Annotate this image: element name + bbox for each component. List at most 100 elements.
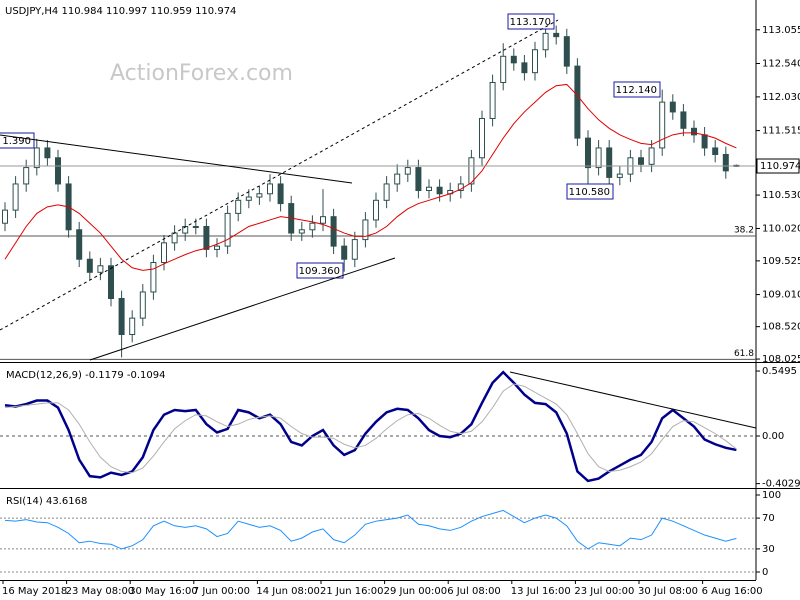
trendline: [89, 257, 396, 361]
x-tick-label: 14 Jun 08:00: [256, 586, 320, 597]
candle-body: [55, 157, 61, 185]
candle-body: [33, 147, 40, 169]
x-tick-label: 16 May 2018: [2, 586, 67, 597]
candle-body: [616, 173, 623, 178]
x-tick-label: 13 Jul 16:00: [511, 586, 571, 597]
trendlines: [0, 19, 757, 429]
y-tick-label: 100: [762, 490, 781, 501]
x-tick-label: 6 Jul 08:00: [447, 586, 501, 597]
candle-body: [203, 225, 210, 250]
indicator-line: [4, 509, 737, 550]
annotation-box: [0, 132, 35, 149]
channel-line: [0, 19, 559, 331]
candle-body: [97, 265, 104, 273]
y-tick-label: 111.515: [762, 126, 800, 137]
y-tick-label: 112.540: [762, 58, 800, 69]
candle-body: [351, 239, 358, 260]
candle-body: [500, 55, 507, 83]
last-price-label: 110.974: [760, 161, 800, 172]
candle-body: [691, 127, 697, 136]
candle-body: [12, 183, 19, 211]
candle-body: [648, 147, 655, 165]
candle-body: [224, 212, 231, 247]
x-tick-label: 30 Jul 08:00: [638, 586, 698, 597]
candle-body: [383, 183, 390, 201]
y-tick-label: -0.4029: [762, 479, 800, 490]
annotation-box: [613, 81, 661, 98]
candle-body: [76, 229, 83, 260]
candle-body: [214, 245, 220, 250]
candle-body: [118, 298, 125, 336]
candle-body: [362, 219, 369, 241]
macd-trendline: [509, 371, 757, 429]
y-tick-label: 110.020: [762, 223, 800, 234]
y-tick-label: 108.025: [762, 354, 800, 365]
candle-body: [415, 167, 422, 191]
candle-body: [510, 55, 517, 64]
candle-body: [426, 186, 432, 191]
x-tick-label: 30 May 16:00: [129, 586, 198, 597]
annotation-box: [507, 13, 555, 30]
candle-body: [404, 167, 411, 175]
candle-body: [701, 134, 708, 149]
fib-label: 38.2: [734, 225, 754, 235]
indicator-title: USDJPY,H4 110.984 110.997 110.959 110.97…: [5, 6, 236, 17]
indicator-title: MACD(12,26,9) -0.1179 -0.1094: [6, 370, 166, 381]
candle-body: [320, 216, 326, 224]
candle-body: [139, 291, 146, 319]
y-tick-label: 30: [762, 544, 775, 555]
indicator-title: RSI(14) 43.6168: [6, 496, 87, 507]
annotation-label: 110.580: [569, 187, 610, 198]
candle-body: [2, 209, 8, 224]
candle-body: [298, 229, 305, 234]
y-tick-label: 70: [762, 513, 775, 524]
candle-body: [192, 225, 199, 228]
y-tick-label: 112.030: [762, 92, 800, 103]
candle-body: [373, 199, 379, 221]
x-tick-label: 29 Jun 00:00: [384, 586, 448, 597]
moving-average: [4, 83, 737, 271]
candle-body: [563, 36, 570, 67]
candle-body: [722, 153, 729, 172]
y-tick-label: 109.010: [762, 290, 800, 301]
candle-body: [468, 157, 475, 185]
y-tick-label: 110.530: [762, 190, 800, 201]
candle-body: [23, 167, 30, 185]
y-tick-label: 113.055: [762, 25, 800, 36]
annotation-label: 112.140: [616, 85, 657, 96]
x-tick-label: 21 Jun 16:00: [320, 586, 384, 597]
y-tick-label: 109.525: [762, 256, 800, 267]
candle-body: [606, 147, 613, 178]
y-tick-label: 108.520: [762, 322, 800, 333]
candle-body: [394, 173, 401, 185]
y-tick-label: 0: [762, 567, 768, 578]
candle-body: [542, 32, 549, 51]
candle-body: [330, 216, 337, 247]
candle-body: [277, 183, 284, 205]
candle-body: [712, 147, 719, 155]
candle-body: [235, 199, 242, 214]
candle-body: [532, 49, 538, 74]
candle-body: [595, 147, 602, 169]
candle-body: [309, 222, 316, 231]
annotation-box: [296, 262, 344, 279]
candle-body: [659, 101, 666, 149]
candle-body: [638, 157, 644, 165]
candle-body: [267, 183, 273, 195]
candle-body: [44, 147, 51, 159]
candle-body: [171, 232, 178, 244]
annotation-label: 113.170: [510, 17, 551, 28]
candle-body: [245, 196, 252, 201]
candle-body: [585, 137, 591, 169]
x-tick-label: 23 May 08:00: [66, 586, 135, 597]
candle-body: [436, 186, 443, 195]
candle-body: [86, 258, 93, 273]
annotation-label: 109.360: [299, 266, 340, 277]
indicator-line: [4, 383, 737, 474]
candle-body: [489, 81, 496, 119]
y-tick-label: 0.5495: [762, 366, 797, 377]
candle-body: [150, 261, 157, 293]
